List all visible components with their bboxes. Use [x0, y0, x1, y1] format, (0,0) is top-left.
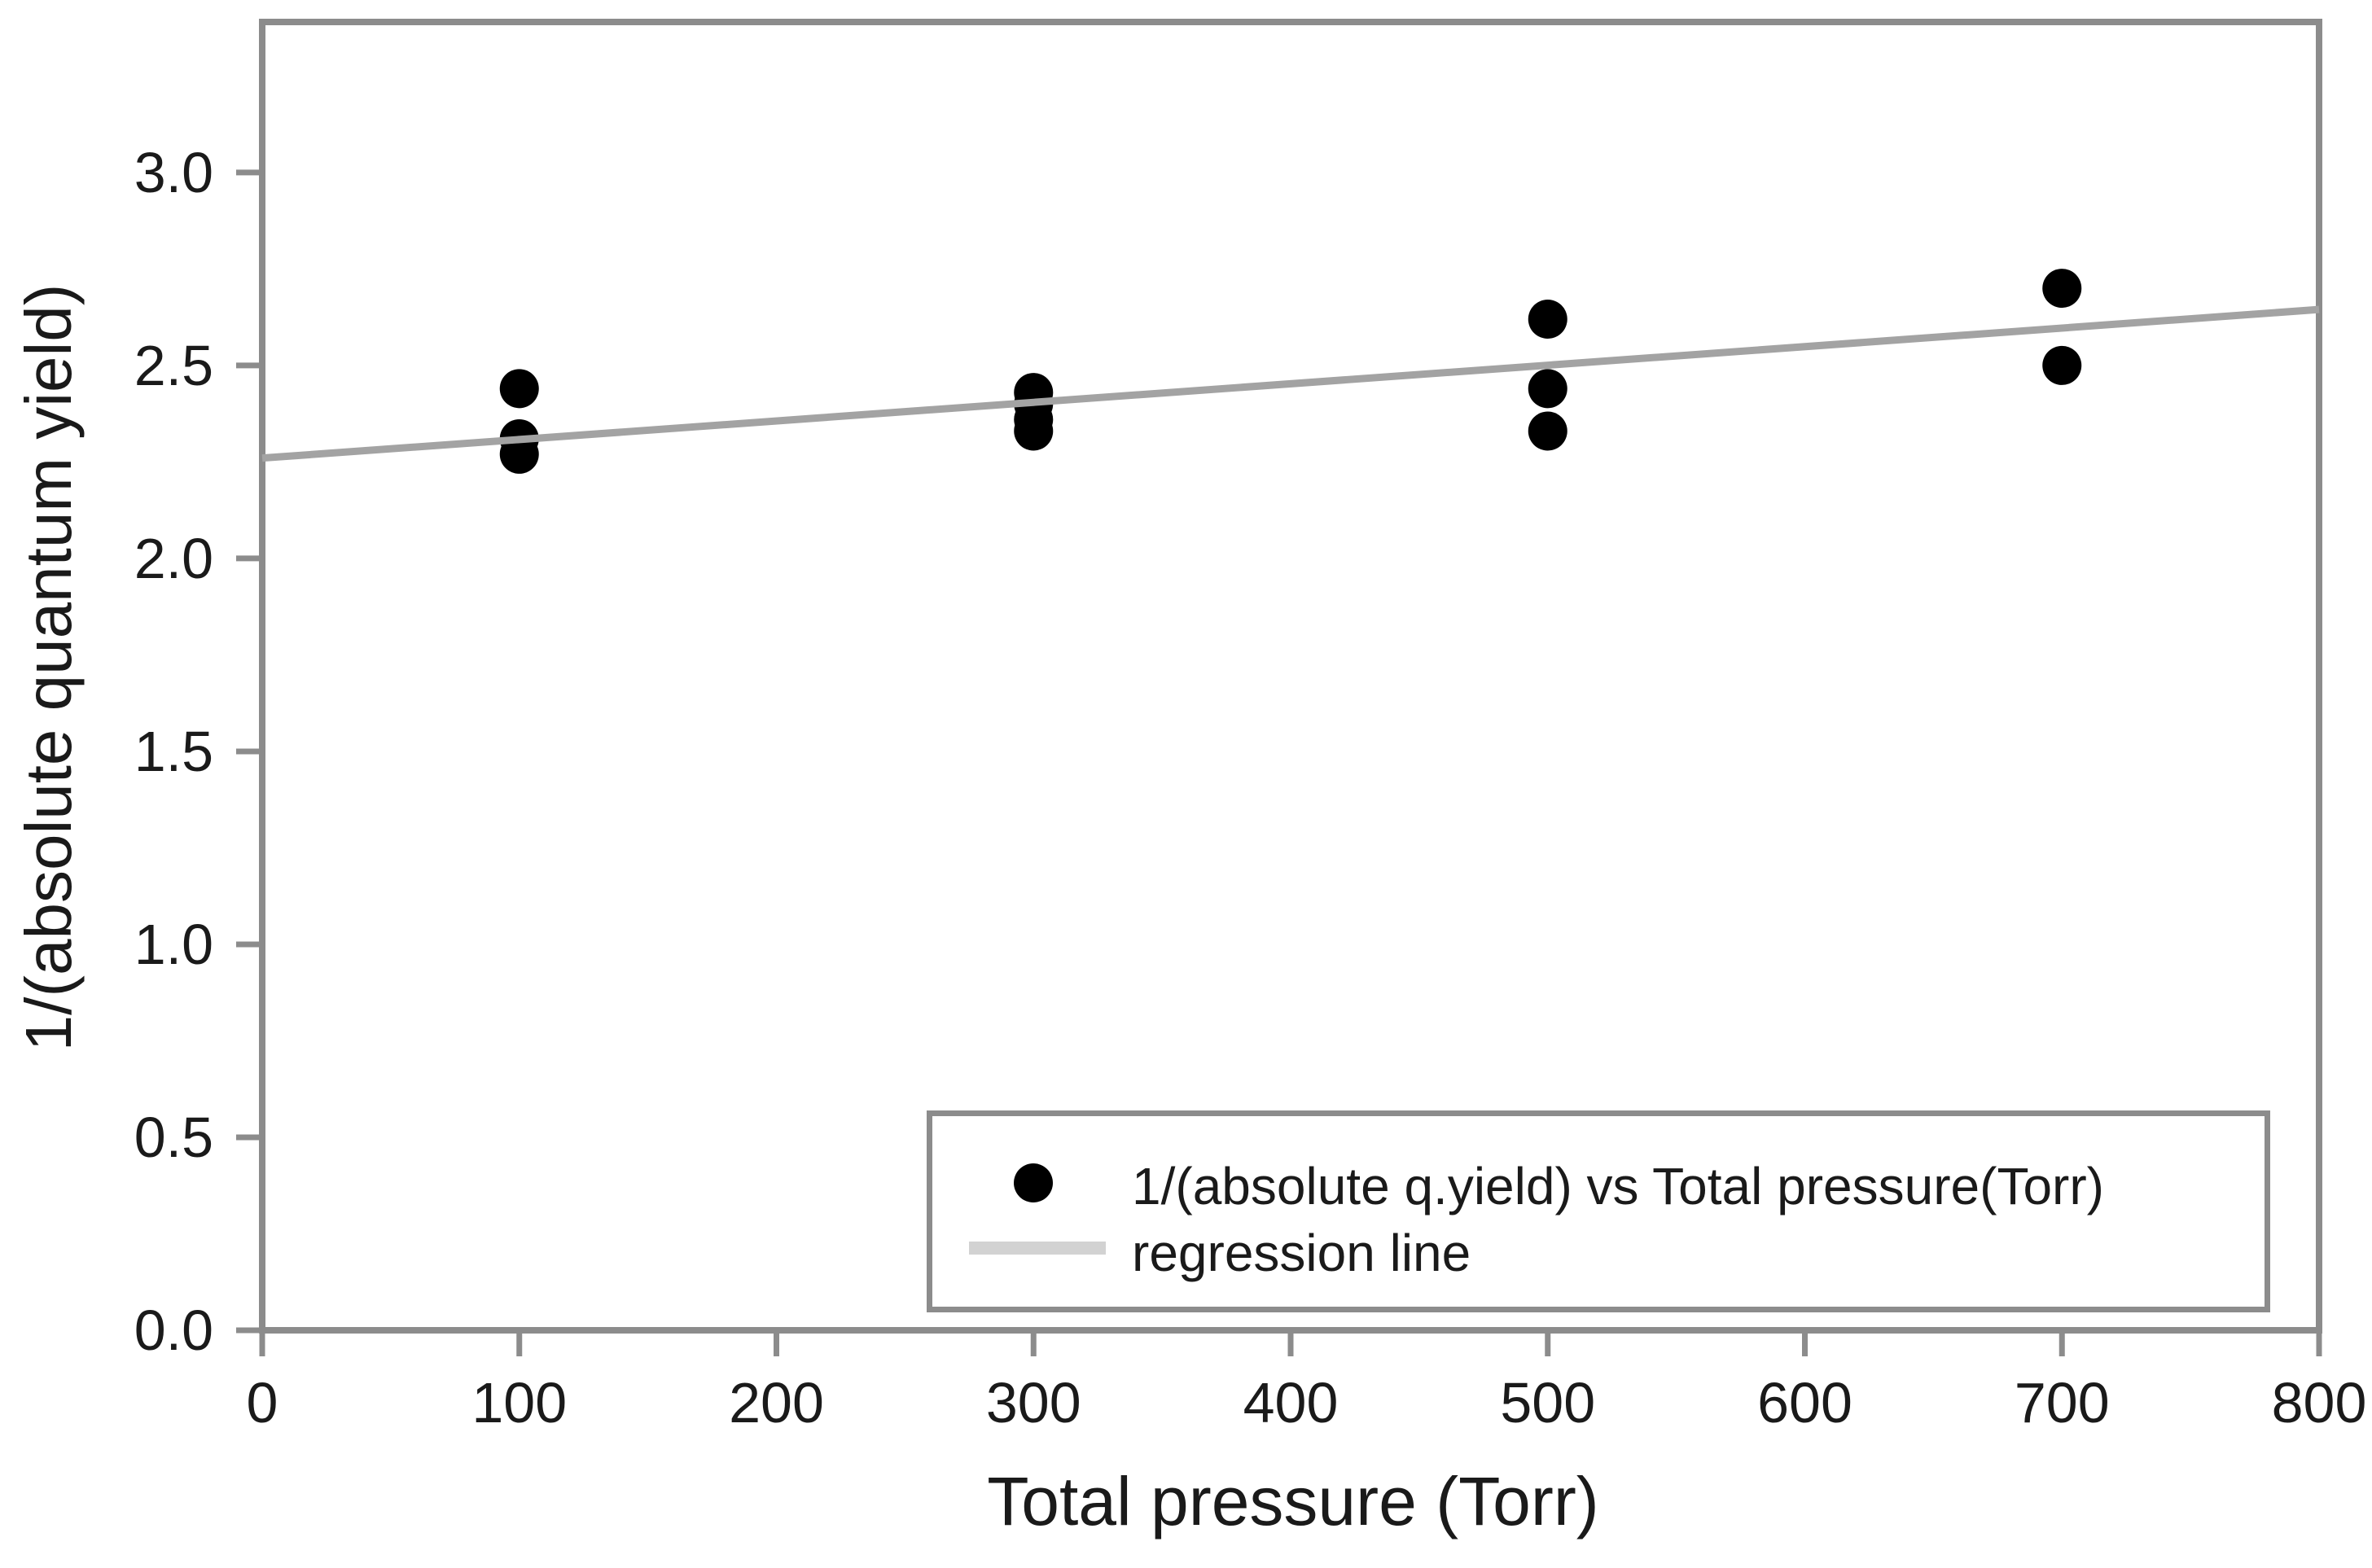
- y-tick-label: 0.0: [134, 1299, 213, 1362]
- legend-scatter-marker-icon: [1014, 1163, 1053, 1202]
- x-tick-label: 0: [247, 1371, 278, 1434]
- data-point: [2042, 269, 2082, 309]
- x-tick-label: 400: [1243, 1371, 1339, 1434]
- legend-entry-regression-label: regression line: [1132, 1224, 1471, 1282]
- y-tick-label: 2.0: [134, 527, 213, 590]
- x-tick-label: 700: [2015, 1371, 2110, 1434]
- legend-box: 1/(absolute q.yield) vs Total pressure(T…: [927, 1110, 2270, 1312]
- legend-entry-scatter-label: 1/(absolute q.yield) vs Total pressure(T…: [1132, 1157, 2104, 1215]
- x-tick-label: 100: [471, 1371, 567, 1434]
- data-point: [2042, 345, 2082, 385]
- data-point: [1528, 369, 1567, 409]
- x-tick-label: 800: [2272, 1371, 2367, 1434]
- regression-line: [261, 305, 2320, 462]
- x-tick-label: 600: [1757, 1371, 1852, 1434]
- y-tick-label: 1.5: [134, 720, 213, 783]
- data-point: [1528, 300, 1567, 339]
- x-tick-label: 300: [986, 1371, 1081, 1434]
- data-point: [499, 369, 539, 409]
- y-tick-label: 0.5: [134, 1106, 213, 1169]
- x-axis-title: Total pressure (Torr): [987, 1463, 1599, 1540]
- data-point: [499, 434, 539, 474]
- y-tick-label: 1.0: [134, 913, 213, 976]
- data-point: [1014, 411, 1054, 451]
- x-tick-label: 500: [1500, 1371, 1595, 1434]
- y-axis-title: 1/(absolute quantum yield): [12, 283, 85, 1052]
- legend-regression-line-icon: [969, 1242, 1106, 1255]
- y-tick-label: 2.5: [134, 334, 213, 397]
- x-tick-label: 200: [729, 1371, 824, 1434]
- y-tick-label: 3.0: [134, 141, 213, 204]
- data-point: [1528, 411, 1567, 451]
